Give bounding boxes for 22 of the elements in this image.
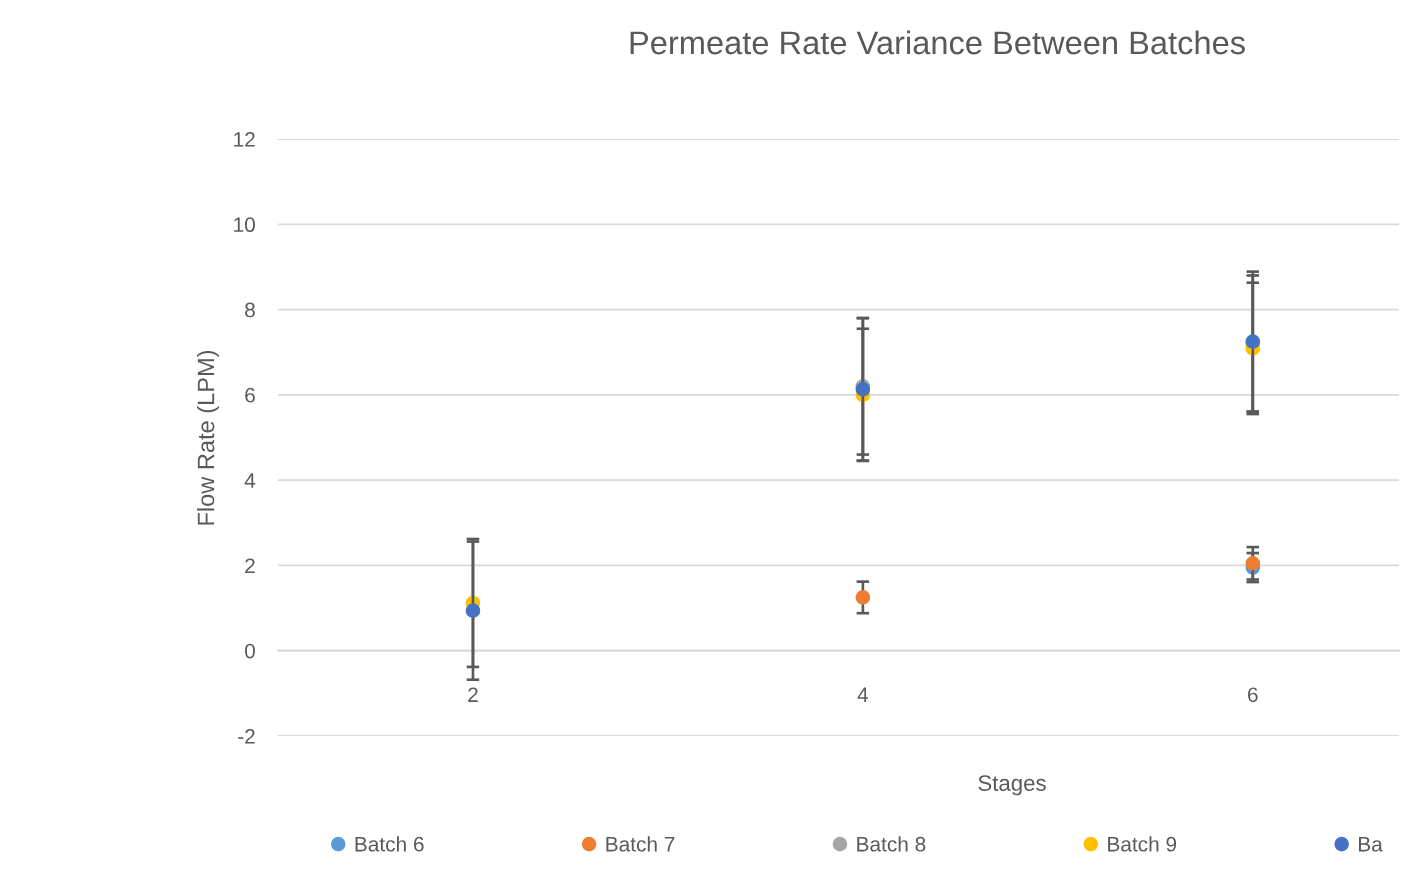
legend-label: Batch 6 xyxy=(355,836,424,852)
point xyxy=(465,603,481,618)
y-tick-label: 0 xyxy=(245,643,255,659)
point xyxy=(1245,556,1261,571)
x-axis-title: Stages xyxy=(978,775,1046,796)
x-tick-label: 6 xyxy=(1248,687,1258,703)
y-tick-label: 12 xyxy=(234,132,255,147)
point xyxy=(855,590,871,605)
legend-label: Batch 8 xyxy=(857,836,926,852)
y-tick-label: 8 xyxy=(245,302,255,318)
legend-label: Batch 7 xyxy=(606,836,675,852)
chart-title: Permeate Rate Variance Between Batches xyxy=(630,30,1245,55)
y-tick-label: 2 xyxy=(245,558,255,573)
legend-label: Ba xyxy=(1359,837,1383,852)
x-tick-label: 2 xyxy=(468,687,478,702)
y-tick-label: 6 xyxy=(245,387,255,403)
y-tick-label: 10 xyxy=(234,217,255,233)
y-axis-title: Flow Rate (LPM) xyxy=(197,350,219,525)
y-tick-label: -2 xyxy=(238,729,255,744)
legend-label: Batch 9 xyxy=(1108,836,1177,852)
y-tick-label: 4 xyxy=(244,473,256,488)
x-tick-label: 4 xyxy=(857,687,869,702)
